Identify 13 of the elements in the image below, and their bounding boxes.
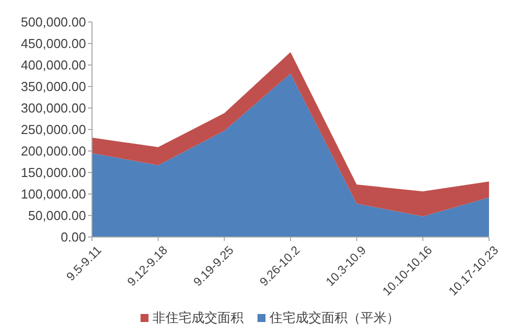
y-tick-label: 50,000.00 (28, 208, 86, 224)
y-tick-label: 150,000.00 (20, 165, 86, 180)
y-tick-label: 350,000.00 (20, 79, 86, 94)
y-tick-label: 100,000.00 (20, 186, 86, 202)
y-tick-label: 0.00 (60, 230, 86, 245)
legend-label: 住宅成交面积（平米） (268, 310, 400, 325)
y-tick-label: 200,000.00 (20, 144, 86, 159)
y-tick-label: 300,000.00 (20, 100, 86, 116)
legend-label: 非住宅成交面积 (152, 310, 244, 325)
y-tick-label: 250,000.00 (20, 122, 86, 138)
y-tick-label: 450,000.00 (20, 36, 86, 52)
y-tick-label: 400,000.00 (20, 58, 86, 73)
y-tick-label: 500,000.00 (20, 14, 86, 30)
